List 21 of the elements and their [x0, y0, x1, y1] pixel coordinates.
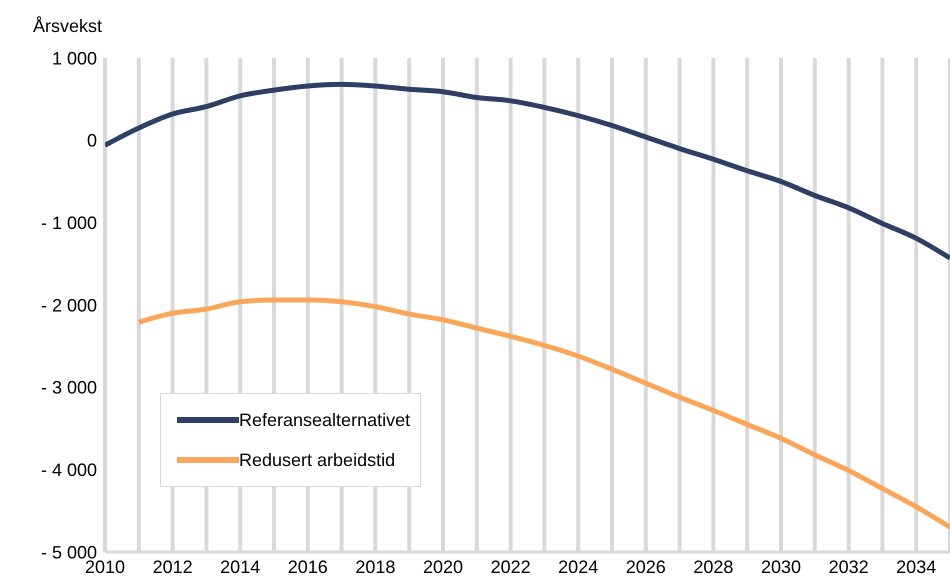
x-tick-label: 2018 [355, 556, 396, 577]
y-tick-label: 1 000 [52, 48, 97, 68]
y-tick-label: 0 [86, 130, 97, 151]
y-tick-label: - 2 000 [40, 295, 97, 316]
x-tick-label: 2022 [490, 556, 531, 577]
legend-label: Referansealternativet [239, 410, 410, 430]
x-tick-label: 2034 [896, 556, 936, 577]
x-tick-label: 2014 [220, 556, 260, 577]
y-tick-label: - 3 000 [40, 378, 97, 398]
x-tick-label: 2012 [152, 556, 193, 577]
x-tick-label: 2032 [828, 556, 869, 577]
y-tick-label: - 1 000 [40, 213, 97, 234]
y-tick-label: - 4 000 [40, 460, 97, 480]
x-tick-label: 2016 [288, 556, 328, 577]
x-tick-label: 2024 [558, 556, 598, 577]
x-tick-label: 2028 [693, 556, 734, 577]
x-tick-label: 2026 [626, 556, 666, 577]
x-tick-label: 2030 [760, 556, 802, 577]
y-axis-title: Årsvekst [33, 16, 102, 37]
legend-label: Redusert arbeidstid [239, 450, 396, 470]
x-tick-label: 2020 [422, 556, 464, 577]
